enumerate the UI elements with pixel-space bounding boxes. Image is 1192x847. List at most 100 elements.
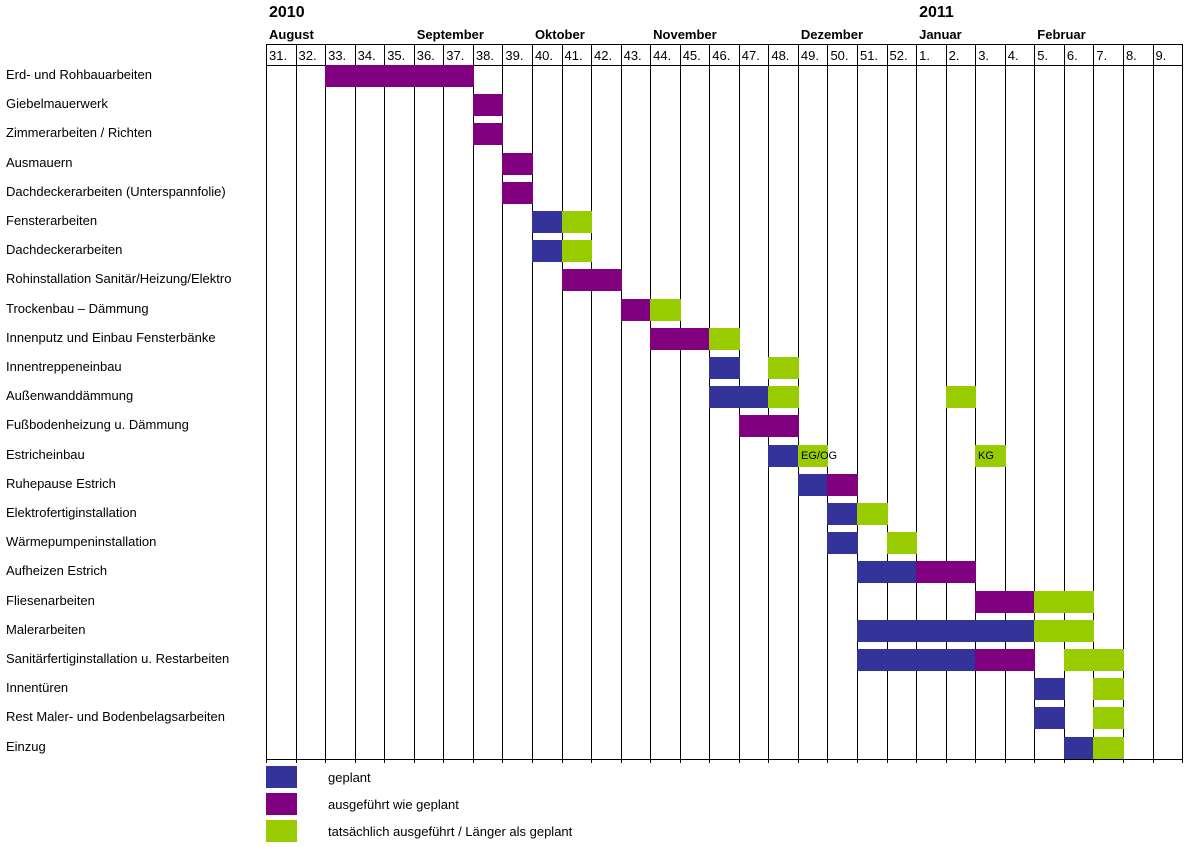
week-label: 52. xyxy=(889,48,908,63)
bar-tatsaechlich xyxy=(562,240,592,263)
week-label: 4. xyxy=(1007,48,1019,63)
bar-tatsaechlich xyxy=(798,444,828,467)
week-label: 39. xyxy=(505,48,524,63)
week-label: 49. xyxy=(800,48,819,63)
bar-ausgefuehrt xyxy=(650,327,710,350)
week-label: 47. xyxy=(741,48,760,63)
week-label: 5. xyxy=(1037,48,1049,63)
grid-hline xyxy=(266,759,1182,760)
week-label: 7. xyxy=(1096,48,1108,63)
legend-label: tatsächlich ausgeführt / Länger als gepl… xyxy=(328,824,573,839)
week-label: 1. xyxy=(919,48,930,63)
week-label: 41. xyxy=(564,48,583,63)
grid-vline xyxy=(296,44,297,763)
task-label: Fußbodenheizung u. Dämmung xyxy=(6,417,189,433)
task-label: Trockenbau – Dämmung xyxy=(6,300,149,316)
week-label: 35. xyxy=(387,48,406,63)
grid-vline xyxy=(916,44,917,763)
task-label: Wärmepumpeninstallation xyxy=(6,534,157,550)
week-label: 44. xyxy=(653,48,672,63)
bar-geplant xyxy=(1034,707,1065,730)
task-label: Dachdeckerarbeiten (Unterspannfolie) xyxy=(6,183,226,199)
week-label: 37. xyxy=(446,48,465,63)
task-label: Außenwanddämmung xyxy=(6,388,134,404)
week-label: 48. xyxy=(771,48,790,63)
bar-geplant xyxy=(1034,678,1065,701)
grid-hline xyxy=(266,65,1182,66)
bar-tatsaechlich xyxy=(650,298,681,321)
legend-label: geplant xyxy=(328,770,371,785)
bar-ausgefuehrt xyxy=(975,649,1035,671)
grid-vline xyxy=(266,44,267,763)
grid-vline xyxy=(414,44,415,763)
year-label: 2010 xyxy=(269,4,305,21)
legend-swatch-ausgefuehrt xyxy=(266,793,297,815)
task-label: Rohinstallation Sanitär/Heizung/Elektro xyxy=(6,271,232,287)
week-label: 51. xyxy=(860,48,879,63)
month-label: Januar xyxy=(919,27,962,42)
week-label: 33. xyxy=(328,48,347,63)
task-label: Giebelmauerwerk xyxy=(6,96,108,112)
bar-geplant xyxy=(709,357,740,379)
bar-ausgefuehrt xyxy=(562,269,622,292)
grid-vline xyxy=(857,44,858,763)
bar-ausgefuehrt xyxy=(502,152,533,175)
week-label: 6. xyxy=(1066,48,1078,63)
bar-geplant xyxy=(532,240,563,263)
week-label: 46. xyxy=(712,48,731,63)
task-label: Fensterarbeiten xyxy=(6,213,98,228)
bar-geplant xyxy=(768,444,799,467)
grid-vline xyxy=(1005,44,1006,763)
grid-vline xyxy=(650,44,651,763)
bar-tatsaechlich xyxy=(975,444,1006,467)
task-label: Innenputz und Einbau Fensterbänke xyxy=(6,329,216,345)
bar-ausgefuehrt xyxy=(739,415,799,438)
grid-vline xyxy=(1064,44,1065,763)
grid-vline xyxy=(621,44,622,763)
bar-geplant xyxy=(798,473,828,496)
task-label: Estricheinbau xyxy=(6,446,85,462)
grid-vline xyxy=(680,44,681,763)
bar-ausgefuehrt xyxy=(325,65,474,87)
grid-vline xyxy=(1182,44,1183,763)
bar-tatsaechlich xyxy=(887,532,917,555)
bar-ausgefuehrt xyxy=(473,123,503,146)
bar-tatsaechlich xyxy=(1093,736,1124,759)
bar-tatsaechlich xyxy=(1093,678,1124,701)
month-label: November xyxy=(653,27,717,42)
week-label: 2. xyxy=(948,48,960,63)
task-label: Ausmauern xyxy=(6,154,73,170)
legend-swatch-geplant xyxy=(266,766,297,788)
task-label: Dachdeckerarbeiten xyxy=(6,242,123,258)
month-label: Dezember xyxy=(800,27,864,42)
week-label: 42. xyxy=(594,48,613,63)
bar-tatsaechlich xyxy=(768,357,799,379)
week-label: 50. xyxy=(830,48,849,63)
bar-ausgefuehrt xyxy=(473,94,503,117)
week-label: 9. xyxy=(1155,48,1167,63)
bar-geplant xyxy=(532,211,563,233)
bar-geplant xyxy=(827,532,858,555)
bar-tatsaechlich xyxy=(946,386,976,409)
bar-geplant xyxy=(857,561,917,584)
bar-tatsaechlich xyxy=(1064,649,1124,671)
task-label: Innentreppeneinbau xyxy=(6,359,122,374)
week-label: 36. xyxy=(416,48,435,63)
month-label: September xyxy=(416,27,484,42)
grid-vline xyxy=(355,44,356,763)
task-label: Sanitärfertiginstallation u. Restarbeite… xyxy=(6,651,230,666)
bar-ausgefuehrt xyxy=(975,590,1035,613)
bar-tatsaechlich xyxy=(857,503,888,525)
grid-vline xyxy=(384,44,385,763)
task-label: Erd- und Rohbauarbeiten xyxy=(6,67,152,82)
grid-vline xyxy=(502,44,503,763)
task-label: Ruhepause Estrich xyxy=(6,475,116,491)
bar-geplant xyxy=(1064,736,1094,759)
task-label: Fliesenarbeiten xyxy=(6,592,95,608)
bar-geplant xyxy=(857,649,976,671)
bar-ausgefuehrt xyxy=(502,181,533,204)
bar-tatsaechlich xyxy=(1034,619,1094,642)
grid-vline xyxy=(1153,44,1154,763)
grid-vline xyxy=(827,44,828,763)
week-label: 31. xyxy=(269,48,288,63)
